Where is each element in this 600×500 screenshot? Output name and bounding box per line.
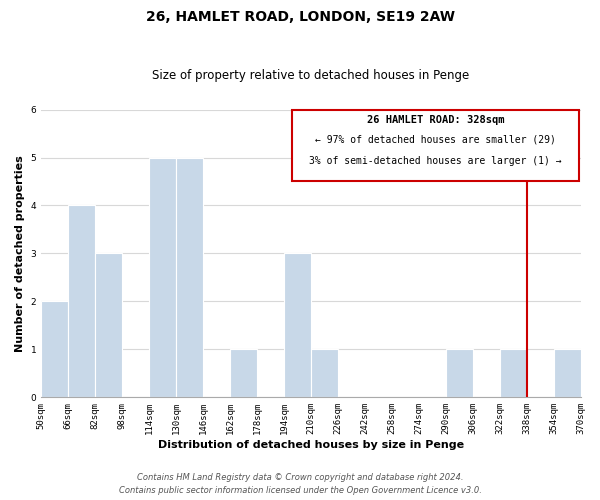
Bar: [230, 350, 257, 398]
Title: Size of property relative to detached houses in Penge: Size of property relative to detached ho…: [152, 69, 469, 82]
Bar: [500, 350, 527, 398]
Y-axis label: Number of detached properties: Number of detached properties: [15, 155, 25, 352]
Bar: [68, 206, 95, 398]
Text: 3% of semi-detached houses are larger (1) →: 3% of semi-detached houses are larger (1…: [309, 156, 562, 166]
Bar: [554, 350, 581, 398]
Text: 26, HAMLET ROAD, LONDON, SE19 2AW: 26, HAMLET ROAD, LONDON, SE19 2AW: [146, 10, 455, 24]
Bar: [149, 158, 176, 398]
Bar: [41, 302, 68, 398]
FancyBboxPatch shape: [292, 110, 579, 180]
Bar: [311, 350, 338, 398]
Bar: [446, 350, 473, 398]
Text: Contains HM Land Registry data © Crown copyright and database right 2024.
Contai: Contains HM Land Registry data © Crown c…: [119, 474, 481, 495]
Text: ← 97% of detached houses are smaller (29): ← 97% of detached houses are smaller (29…: [315, 135, 556, 145]
Text: 26 HAMLET ROAD: 328sqm: 26 HAMLET ROAD: 328sqm: [367, 115, 505, 125]
Bar: [284, 254, 311, 398]
Bar: [95, 254, 122, 398]
Bar: [176, 158, 203, 398]
X-axis label: Distribution of detached houses by size in Penge: Distribution of detached houses by size …: [158, 440, 464, 450]
